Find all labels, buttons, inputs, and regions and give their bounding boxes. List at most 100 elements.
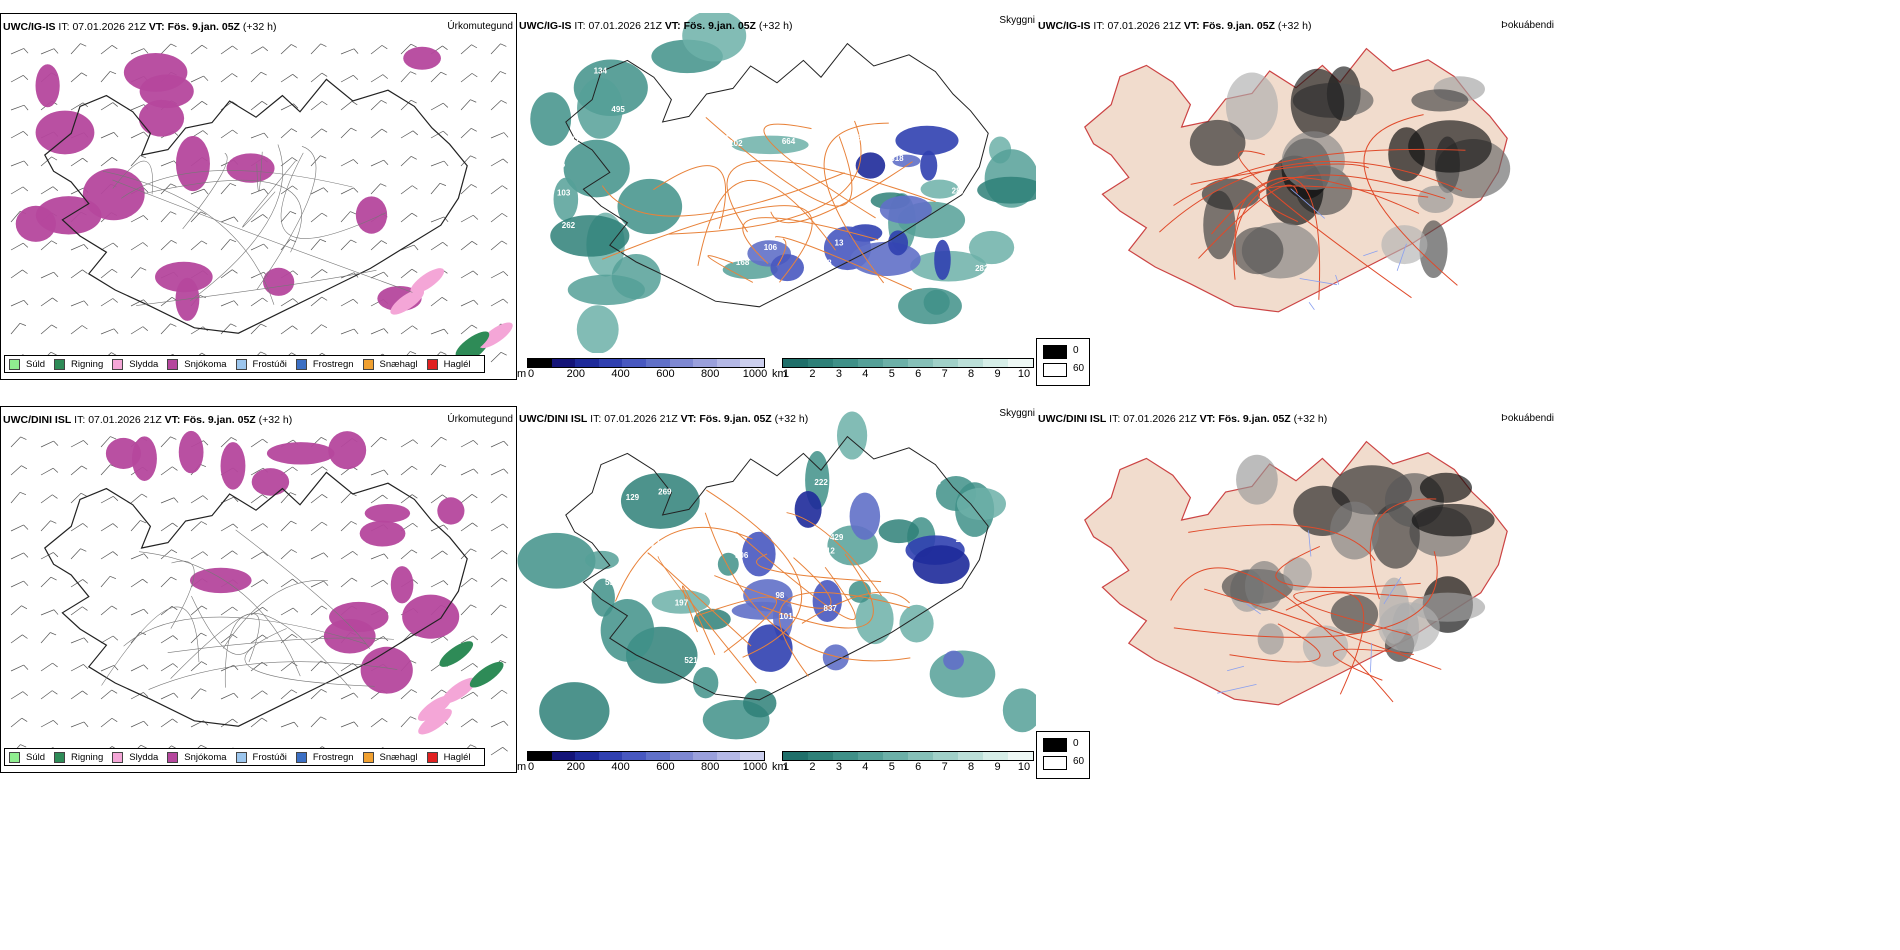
wind-barb xyxy=(400,130,419,139)
barb-flag xyxy=(380,183,387,187)
barb-flag xyxy=(112,635,119,641)
barb-flag xyxy=(142,326,148,331)
barb-flag xyxy=(83,637,89,643)
barb-shaft xyxy=(70,43,81,55)
barb-flag xyxy=(143,692,149,697)
cloud-base-value: 137 xyxy=(771,490,785,499)
wind-barb xyxy=(280,520,297,532)
low-visibility-area xyxy=(530,92,572,146)
wind-barb xyxy=(400,156,417,167)
road-line xyxy=(170,560,195,629)
barb-shaft xyxy=(70,579,83,588)
wind-barb xyxy=(130,520,147,532)
snow-area xyxy=(262,267,295,296)
colorbar-strip xyxy=(527,751,765,761)
wind-barb xyxy=(370,183,387,195)
barb-flag xyxy=(321,212,328,217)
panel-title: UWC/IG-IS IT: 07.01.2026 21Z VT: Fös. 9.… xyxy=(519,20,793,32)
barb-shaft xyxy=(100,665,114,672)
wind-barb xyxy=(280,73,298,83)
wind-barb xyxy=(250,579,268,588)
barb-flag xyxy=(261,717,268,722)
fog-area xyxy=(1225,72,1278,140)
wind-barb xyxy=(280,128,298,139)
barb-flag xyxy=(50,632,57,636)
wind-barb xyxy=(310,466,328,476)
barb-shaft xyxy=(490,71,501,83)
barb-shaft xyxy=(100,551,114,560)
wind-barb xyxy=(310,212,328,223)
barb-flag xyxy=(112,242,119,248)
legend-swatch xyxy=(112,751,124,763)
barb-flag xyxy=(201,240,208,245)
wind-barb xyxy=(490,271,509,279)
barb-flag xyxy=(323,552,329,558)
fog-area xyxy=(1290,68,1345,138)
barb-flag xyxy=(23,552,29,558)
legend-item: Snjókoma xyxy=(167,358,227,370)
wind-barb xyxy=(40,576,57,588)
barb-shaft xyxy=(460,299,474,307)
wind-barb xyxy=(160,497,179,504)
cloud-base-value: 95 xyxy=(853,134,862,143)
barb-shaft xyxy=(310,269,323,279)
wind-barb xyxy=(400,689,417,700)
cloud-base-area xyxy=(850,241,921,277)
wind-barb xyxy=(220,129,238,139)
cloud-map: 870 864 282 182 191 318 287 149 103 93 367 262 555 66… xyxy=(530,13,1037,353)
road-line xyxy=(170,613,260,679)
barb-shaft xyxy=(40,48,55,55)
barb-flag xyxy=(470,744,477,748)
barb-flag xyxy=(260,351,267,355)
snow-area xyxy=(403,46,441,70)
cloud-base-area xyxy=(855,152,886,179)
river-line xyxy=(1217,683,1257,694)
road-line xyxy=(653,165,727,229)
cloud-base-value: 170 xyxy=(571,136,585,145)
road-line xyxy=(714,557,832,609)
barb-shaft xyxy=(400,268,413,279)
wind-barb xyxy=(460,214,479,223)
road-line xyxy=(136,269,377,306)
barb-flag xyxy=(170,436,177,440)
barb-shaft xyxy=(400,130,414,139)
barb-shaft xyxy=(250,662,263,672)
barb-shaft xyxy=(160,522,173,532)
barb-flag xyxy=(292,578,298,584)
barb-shaft xyxy=(250,579,264,588)
wind-barb xyxy=(190,688,207,700)
road-line xyxy=(707,255,754,283)
wind-barb xyxy=(190,605,208,616)
barb-flag xyxy=(201,661,208,666)
coastline xyxy=(565,435,989,701)
barb-flag xyxy=(143,187,149,193)
barb-flag xyxy=(140,520,147,524)
barb-flag xyxy=(111,45,118,50)
barb-shaft xyxy=(250,323,262,335)
wind-barb xyxy=(430,216,449,223)
wind-barb xyxy=(100,242,119,251)
snow-area xyxy=(189,567,252,594)
barb-flag xyxy=(502,298,509,304)
barb-shaft xyxy=(460,155,471,167)
river-line xyxy=(1246,603,1261,615)
wind-barb xyxy=(310,128,328,139)
barb-shaft xyxy=(490,158,504,167)
barb-flag xyxy=(323,187,329,193)
wind-barb xyxy=(310,552,329,560)
barb-flag xyxy=(472,270,479,276)
colorbar-tick: 7 xyxy=(941,761,948,773)
snow-area xyxy=(329,601,389,632)
cloud-base-value: 222 xyxy=(814,478,828,487)
barb-shaft xyxy=(130,664,144,672)
wind-barb xyxy=(40,297,58,307)
barb-shaft xyxy=(460,635,474,644)
cloud-base-area xyxy=(912,545,970,585)
barb-shaft xyxy=(40,520,51,532)
colorbar-tick: 9 xyxy=(994,761,1001,773)
wind-barb xyxy=(490,351,507,363)
barb-shaft xyxy=(160,718,173,728)
barb-shaft xyxy=(340,721,355,728)
cloud-base-value: 149 xyxy=(725,129,739,138)
wind-barb xyxy=(130,242,148,251)
